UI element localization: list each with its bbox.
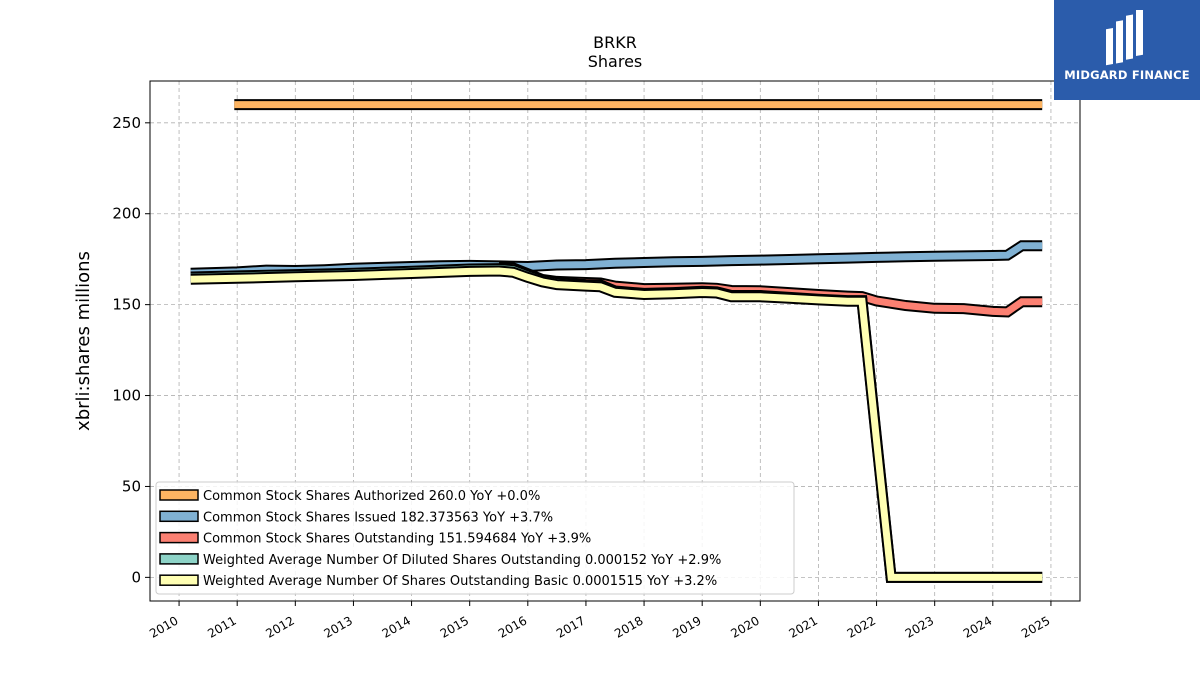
x-tick-label: 2025: [1019, 613, 1052, 640]
plot-frame: [149, 80, 1081, 602]
series-line: [190, 265, 1043, 583]
y-tick-label: 250: [112, 114, 141, 132]
legend-entry: Weighted Average Number Of Shares Outsta…: [203, 574, 717, 589]
legend-swatch: [159, 489, 199, 501]
legend-swatch: [159, 553, 199, 565]
x-tick-label: 2017: [554, 613, 587, 640]
x-tick-label: 2022: [845, 613, 878, 640]
x-tick-label: 2024: [961, 613, 994, 640]
y-tick-label: 50: [122, 477, 141, 495]
legend-swatch: [159, 531, 199, 544]
x-tick-label: 2016: [496, 613, 529, 640]
series-fill: [190, 267, 1043, 581]
y-tick-label: 200: [112, 205, 141, 223]
y-axis-label: xbrli:shares millions: [73, 251, 94, 431]
y-tick-label: 0: [131, 568, 141, 586]
x-axis-ticks: 2010 2011 2012 2013 2014 2015 2016 2017 2018 2019…: [147, 601, 1052, 641]
x-tick-label: 2015: [438, 613, 471, 640]
series-layer: [190, 99, 1043, 583]
grid: [150, 81, 1080, 601]
midgard-finance-logo: MIDGARD FINANCE: [1054, 0, 1200, 100]
x-tick-label: 2013: [321, 613, 354, 640]
x-tick-label: 2010: [147, 613, 180, 640]
x-tick-label: 2019: [670, 613, 703, 640]
x-tick-label: 2021: [786, 613, 819, 640]
legend-entry: Common Stock Shares Outstanding 151.5946…: [203, 532, 591, 547]
y-axis-ticks: 0 50 100 150 200 250: [112, 114, 150, 586]
y-tick-label: 100: [112, 387, 141, 405]
logo-mark-icon: [1106, 10, 1143, 66]
y-tick-label: 150: [112, 296, 141, 314]
legend: Common Stock Shares Authorized 260.0 YoY…: [155, 481, 795, 595]
x-tick-label: 2018: [612, 613, 645, 640]
x-tick-label: 2012: [263, 613, 296, 640]
legend-entry: Common Stock Shares Authorized 260.0 YoY…: [203, 489, 540, 504]
x-tick-label: 2020: [728, 613, 761, 640]
x-tick-label: 2014: [380, 613, 413, 640]
chart-subtitle: Shares: [588, 52, 643, 71]
x-tick-label: 2011: [205, 613, 238, 640]
chart-title: BRKR: [593, 33, 637, 52]
legend-swatch: [159, 574, 199, 586]
legend-entry: Common Stock Shares Issued 182.373563 Yo…: [203, 510, 553, 525]
logo-text: MIDGARD FINANCE: [1064, 68, 1190, 82]
legend-swatch: [159, 510, 199, 523]
legend-entry: Weighted Average Number Of Diluted Share…: [203, 553, 721, 568]
legend-box: [155, 481, 795, 595]
x-tick-label: 2023: [903, 613, 936, 640]
